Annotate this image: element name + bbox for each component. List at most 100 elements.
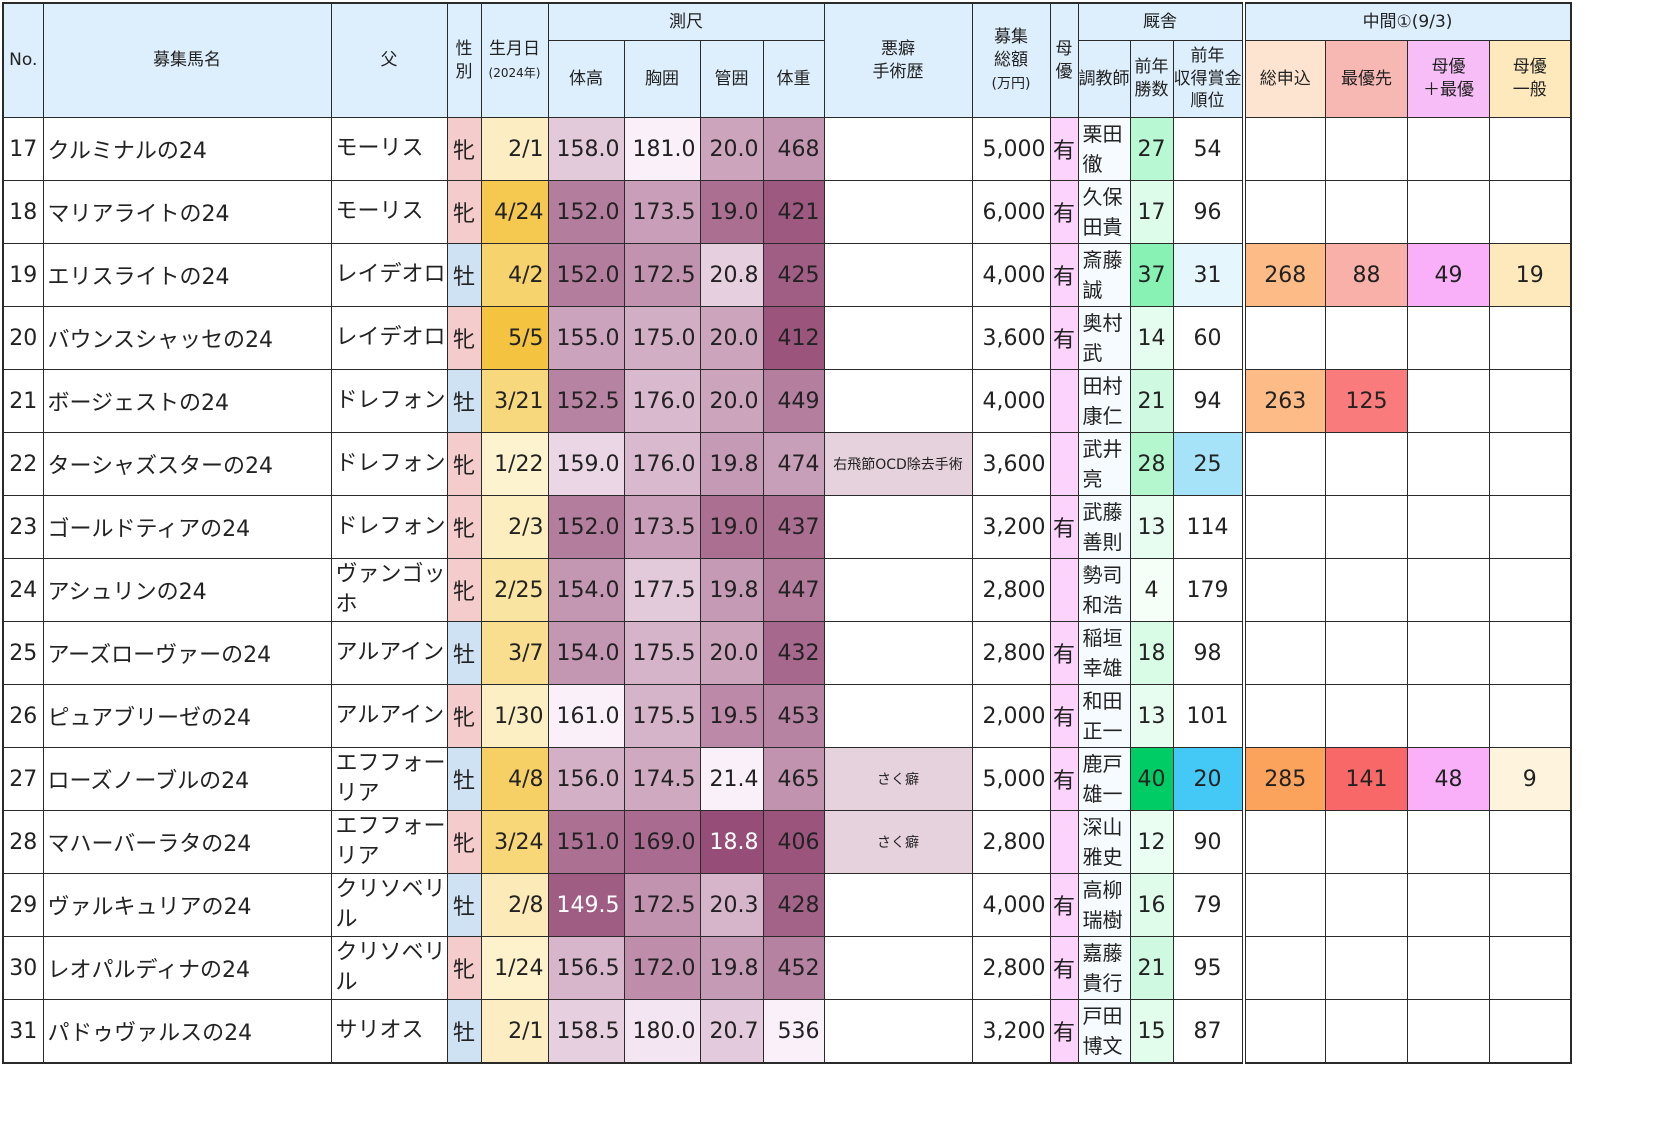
birth-date: 4/8 (480, 747, 549, 811)
total-price: 2,800 (971, 810, 1051, 874)
prev-wins: 40 (1129, 747, 1174, 811)
mare-gen (1489, 873, 1571, 937)
total-price: 2,800 (971, 558, 1051, 622)
sire-name: ドレフォン (330, 495, 448, 559)
header-wins-2: 勝数 (1134, 80, 1169, 100)
table-row: 28 マハーバーラタの24 エフフォーリア牝 3/24 151.0 169.0 18.8 40… (2, 810, 1571, 874)
table-row: 24 アシュリンの24 ヴァンゴッホ牝 2/25 154.0 177.5 19.8 447 2,… (2, 558, 1571, 622)
prev-rank: 87 (1172, 999, 1244, 1064)
mare-top (1407, 810, 1490, 874)
sex-cell: 牝 (446, 117, 482, 181)
table-row: 25 アーズローヴァーの24 アルアイン牡 3/7 154.0 175.5 20.0 432 2… (2, 621, 1571, 685)
table-row: 30 レオパルディナの24 クリソベリル牝 1/24 156.5 172.0 19.8 452… (2, 936, 1571, 1000)
mare-top (1407, 180, 1490, 244)
prev-rank: 94 (1172, 369, 1244, 433)
height-value: 152.0 (547, 495, 625, 559)
defect-cell: さく癖 (823, 810, 973, 874)
prev-rank: 79 (1172, 873, 1244, 937)
chest-value: 175.0 (623, 306, 701, 370)
mare-top (1407, 306, 1490, 370)
cannon-value: 20.0 (699, 117, 764, 181)
table-row: 23 ゴールドティアの24 ドレフォン牝 2/3 152.0 173.5 19.0 437 3,… (2, 495, 1571, 559)
birth-date: 1/24 (480, 936, 549, 1000)
chest-value: 174.5 (623, 747, 701, 811)
prev-rank: 101 (1172, 684, 1244, 748)
weight-value: 432 (762, 621, 825, 685)
header-birth-label: 生月日 (489, 38, 540, 59)
birth-date: 4/24 (480, 180, 549, 244)
header-mare-top-2: ＋最優 (1423, 80, 1474, 100)
top-priority (1325, 306, 1408, 370)
total-price: 5,000 (971, 747, 1051, 811)
cannon-value: 19.8 (699, 936, 764, 1000)
total-apps (1241, 306, 1326, 370)
horse-name: マリアライトの24 (42, 180, 332, 244)
total-apps (1241, 684, 1326, 748)
mare-pref-cell: 有 (1049, 495, 1079, 559)
defect-cell (823, 243, 973, 307)
sire-name: モーリス (330, 117, 448, 181)
table-row: 29 ヴァルキュリアの24 クリソベリル牡 2/8 149.5 172.5 20.3 428 4… (2, 873, 1571, 937)
weight-value: 447 (762, 558, 825, 622)
cannon-value: 20.0 (699, 306, 764, 370)
table-row: 31 パドゥヴァルスの24 サリオス牡 2/1 158.5 180.0 20.7 536 3,2… (2, 999, 1571, 1064)
weight-value: 437 (762, 495, 825, 559)
mare-gen (1489, 936, 1571, 1000)
row-no: 24 (2, 558, 44, 622)
mare-pref-cell: 有 (1049, 180, 1079, 244)
total-apps: 285 (1241, 747, 1326, 811)
mare-top (1407, 621, 1490, 685)
total-price: 4,000 (971, 243, 1051, 307)
horse-name: アシュリンの24 (42, 558, 332, 622)
mare-pref-cell: 有 (1049, 684, 1079, 748)
defect-cell (823, 936, 973, 1000)
header-mare-gen-1: 母優 (1512, 57, 1547, 78)
sex-cell: 牝 (446, 495, 482, 559)
prev-wins: 37 (1129, 243, 1174, 307)
cannon-value: 20.0 (699, 621, 764, 685)
horse-name: アーズローヴァーの24 (42, 621, 332, 685)
sex-cell: 牝 (446, 432, 482, 496)
horse-name: レオパルディナの24 (42, 936, 332, 1000)
header-total-2: 総額 (994, 50, 1028, 71)
header-birth-sub: (2024年) (488, 65, 541, 80)
total-apps (1241, 117, 1326, 181)
mare-top (1407, 558, 1490, 622)
weight-value: 449 (762, 369, 825, 433)
prev-wins: 14 (1129, 306, 1174, 370)
sex-cell: 牡 (446, 873, 482, 937)
height-value: 156.0 (547, 747, 625, 811)
prev-rank: 96 (1172, 180, 1244, 244)
cannon-value: 19.0 (699, 180, 764, 244)
horse-name: ターシャズスターの24 (42, 432, 332, 496)
chest-value: 176.0 (623, 432, 701, 496)
header-mare-pref-2: 優 (1055, 61, 1073, 82)
horse-name: バウンスシャッセの24 (42, 306, 332, 370)
total-price: 2,800 (971, 936, 1051, 1000)
sire-name: クリソベリル (330, 936, 448, 1000)
top-priority (1325, 117, 1408, 181)
mare-gen (1489, 180, 1571, 244)
mare-top (1407, 432, 1490, 496)
header-top-priority: 最優先 (1325, 40, 1408, 118)
chest-value: 175.5 (623, 684, 701, 748)
defect-cell (823, 684, 973, 748)
mare-gen (1489, 621, 1571, 685)
trainer-name: 深山雅史 (1077, 810, 1131, 874)
total-price: 4,000 (971, 369, 1051, 433)
top-priority (1325, 936, 1408, 1000)
cannon-value: 19.8 (699, 432, 764, 496)
total-apps (1241, 810, 1326, 874)
mare-gen (1489, 810, 1571, 874)
top-priority (1325, 432, 1408, 496)
total-apps (1241, 936, 1326, 1000)
total-apps: 263 (1241, 369, 1326, 433)
weight-value: 428 (762, 873, 825, 937)
total-apps (1241, 432, 1326, 496)
header-total: 募集 総額 (万円) (971, 2, 1051, 118)
mare-gen (1489, 684, 1571, 748)
mare-top (1407, 873, 1490, 937)
birth-date: 1/30 (480, 684, 549, 748)
header-total-1: 募集 (994, 27, 1028, 48)
